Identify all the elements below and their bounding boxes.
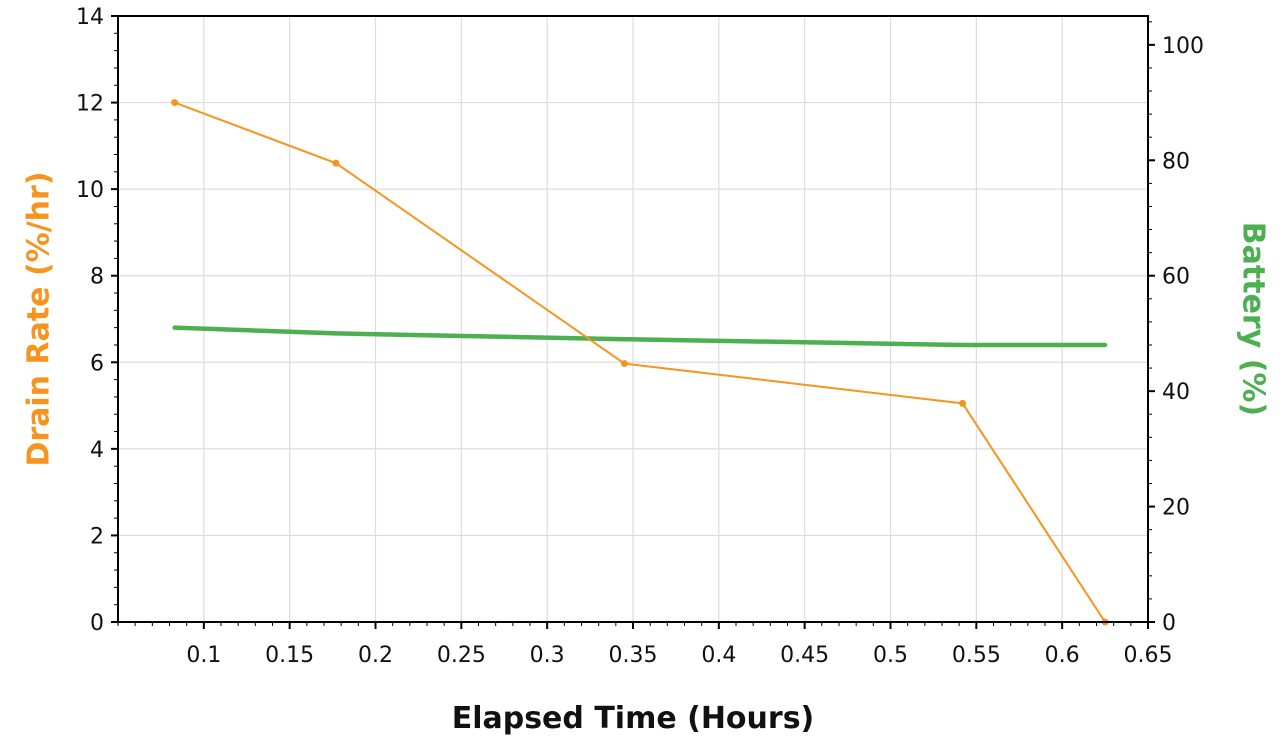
drain-rate-data-point <box>171 99 179 107</box>
y-left-tick-label: 12 <box>76 92 104 117</box>
x-tick-label: 0.1 <box>186 643 221 668</box>
x-tick-label: 0.35 <box>609 643 658 668</box>
y-right-tick-label: 20 <box>1162 496 1190 521</box>
y-left-tick-label: 8 <box>90 265 104 290</box>
x-tick-label: 0.2 <box>358 643 393 668</box>
y-right-tick-label: 0 <box>1162 611 1176 636</box>
y-right-tick-label: 60 <box>1162 265 1190 290</box>
y-right-tick-label: 80 <box>1162 149 1190 174</box>
x-tick-label: 0.65 <box>1124 643 1173 668</box>
drain-rate-data-point <box>620 360 628 368</box>
y-left-tick-label: 14 <box>76 5 104 30</box>
y-left-tick-label: 0 <box>90 611 104 636</box>
x-tick-label: 0.15 <box>265 643 314 668</box>
y-left-tick-label: 4 <box>90 438 104 463</box>
x-tick-label: 0.55 <box>952 643 1001 668</box>
x-axis-title: Elapsed Time (Hours) <box>452 701 815 736</box>
x-tick-label: 0.25 <box>437 643 486 668</box>
grid <box>118 15 1149 623</box>
y-left-tick-label: 10 <box>76 178 104 203</box>
y-left-tick-label: 6 <box>90 351 104 376</box>
y-left-tick-label: 2 <box>90 524 104 549</box>
axis-ticks <box>111 15 1155 629</box>
x-tick-label: 0.4 <box>701 643 736 668</box>
y-axis-left-title: Drain Rate (%/hr) <box>22 171 57 466</box>
battery-series-line <box>172 325 1108 348</box>
x-tick-label: 0.5 <box>873 643 908 668</box>
tick-labels: 0.1 0.15 0.2 0.25 0.3 0.35 0.4 0.45 0.5 0.55 0.6 0.… <box>76 5 1204 668</box>
x-tick-label: 0.6 <box>1045 643 1080 668</box>
y-axis-right-title: Battery (%) <box>1236 222 1271 416</box>
y-right-tick-label: 40 <box>1162 380 1190 405</box>
x-tick-label: 0.3 <box>530 643 565 668</box>
drain-rate-data-point <box>959 399 967 407</box>
drain-rate-data-point <box>332 159 340 167</box>
x-tick-label: 0.45 <box>780 643 829 668</box>
y-right-tick-label: 100 <box>1162 34 1204 59</box>
